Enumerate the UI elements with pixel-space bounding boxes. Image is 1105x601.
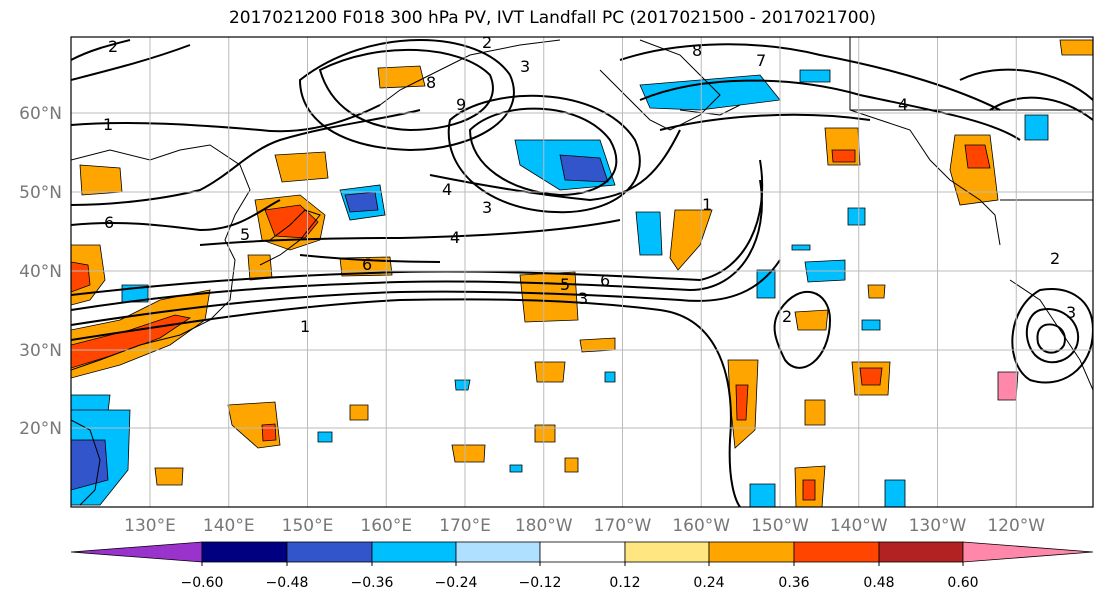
contour-label: 3 bbox=[578, 289, 588, 308]
colorbar-tick-label: 0.36 bbox=[778, 575, 809, 591]
contour-label: 4 bbox=[898, 95, 908, 114]
colorbar-tick-label: −0.12 bbox=[519, 575, 562, 591]
contour-label: 3 bbox=[520, 57, 530, 76]
contour-label: 3 bbox=[482, 198, 492, 217]
colorbar-segment bbox=[962, 541, 1094, 563]
longitude-tick-label: 170°E bbox=[439, 516, 491, 536]
contour-label: 8 bbox=[426, 73, 436, 92]
longitude-tick-label: 140°E bbox=[203, 516, 255, 536]
contour-label: 5 bbox=[560, 275, 570, 294]
colorbar-segment bbox=[539, 541, 626, 563]
contour-label: 2 bbox=[1050, 249, 1060, 268]
colorbar-segment bbox=[371, 541, 457, 563]
colorbar-tick-label: −0.48 bbox=[266, 575, 309, 591]
colorbar-tick-label: −0.60 bbox=[181, 575, 224, 591]
longitude-tick-label: 130°E bbox=[124, 516, 176, 536]
longitude-tick-label: 150°W bbox=[751, 516, 809, 536]
longitude-tick-label: 180°W bbox=[515, 516, 573, 536]
longitude-tick-label: 130°W bbox=[909, 516, 967, 536]
contour-label: 3 bbox=[1066, 303, 1076, 322]
contour-label: 4 bbox=[442, 180, 452, 199]
longitude-tick-label: 140°W bbox=[830, 516, 888, 536]
latitude-tick-label: 30°N bbox=[19, 341, 62, 361]
contour-label: 1 bbox=[702, 195, 712, 214]
longitude-tick-label: 160°W bbox=[672, 516, 730, 536]
colorbar-segment bbox=[793, 541, 880, 563]
colorbar-tick-label: 0.60 bbox=[947, 575, 978, 591]
colorbar-tick-label: 0.24 bbox=[693, 575, 724, 591]
colorbar-tick-labels: −0.60 −0.48 −0.36 −0.24 −0.12 0.12 0.24 0.36 0.4… bbox=[181, 562, 979, 591]
colorbar bbox=[70, 541, 1094, 563]
colorbar-tick-label: 0.48 bbox=[863, 575, 894, 591]
contour-label: 4 bbox=[450, 228, 460, 247]
contour-label: 6 bbox=[362, 255, 372, 274]
contour-label: 8 bbox=[692, 41, 702, 60]
plot-frame bbox=[70, 36, 1094, 508]
longitude-tick-label: 160°E bbox=[360, 516, 412, 536]
longitude-tick-label: 120°W bbox=[987, 516, 1045, 536]
latitude-tick-labels: 20°N 30°N 40°N 50°N 60°N bbox=[19, 104, 62, 439]
contour-label: 9 bbox=[456, 95, 466, 114]
pv-contours bbox=[71, 39, 1093, 507]
colorbar-segment bbox=[286, 541, 373, 563]
contour-label: 2 bbox=[782, 307, 792, 326]
longitude-tick-labels: 130°E 140°E 150°E 160°E 170°E 180°W 170°W 160°W… bbox=[124, 516, 1045, 536]
contour-label: 5 bbox=[240, 225, 250, 244]
colorbar-segment bbox=[70, 541, 203, 563]
contour-label: 6 bbox=[104, 213, 114, 232]
colorbar-segment bbox=[201, 541, 288, 563]
longitude-tick-label: 170°W bbox=[594, 516, 652, 536]
lat-lon-grid bbox=[71, 37, 1093, 507]
colorbar-segment bbox=[708, 541, 795, 563]
latitude-tick-label: 60°N bbox=[19, 104, 62, 124]
colorbar-tick-label: −0.36 bbox=[351, 575, 394, 591]
colorbar-segment bbox=[878, 541, 964, 563]
longitude-tick-label: 150°E bbox=[282, 516, 334, 536]
colorbar-tick-label: −0.24 bbox=[435, 575, 478, 591]
colorbar-segment bbox=[455, 541, 541, 563]
latitude-tick-label: 50°N bbox=[19, 183, 62, 203]
latitude-tick-label: 20°N bbox=[19, 419, 62, 439]
contour-label: 1 bbox=[103, 115, 113, 134]
contour-label: 2 bbox=[482, 33, 492, 52]
contour-label: 6 bbox=[600, 271, 610, 290]
plot-area bbox=[71, 37, 1093, 507]
latitude-tick-label: 40°N bbox=[19, 262, 62, 282]
contour-label: 2 bbox=[108, 37, 118, 56]
map-title: 2017021200 F018 300 hPa PV, IVT Landfall… bbox=[228, 8, 876, 28]
contour-labels: 2 1 1 6 5 4 3 4 3 6 6 5 3 2 1 2 4 8 8 7 … bbox=[103, 33, 1076, 336]
contour-label: 1 bbox=[300, 317, 310, 336]
contour-label: 7 bbox=[756, 51, 766, 70]
colorbar-segment bbox=[624, 541, 710, 563]
colorbar-tick-label: 0.12 bbox=[609, 575, 640, 591]
